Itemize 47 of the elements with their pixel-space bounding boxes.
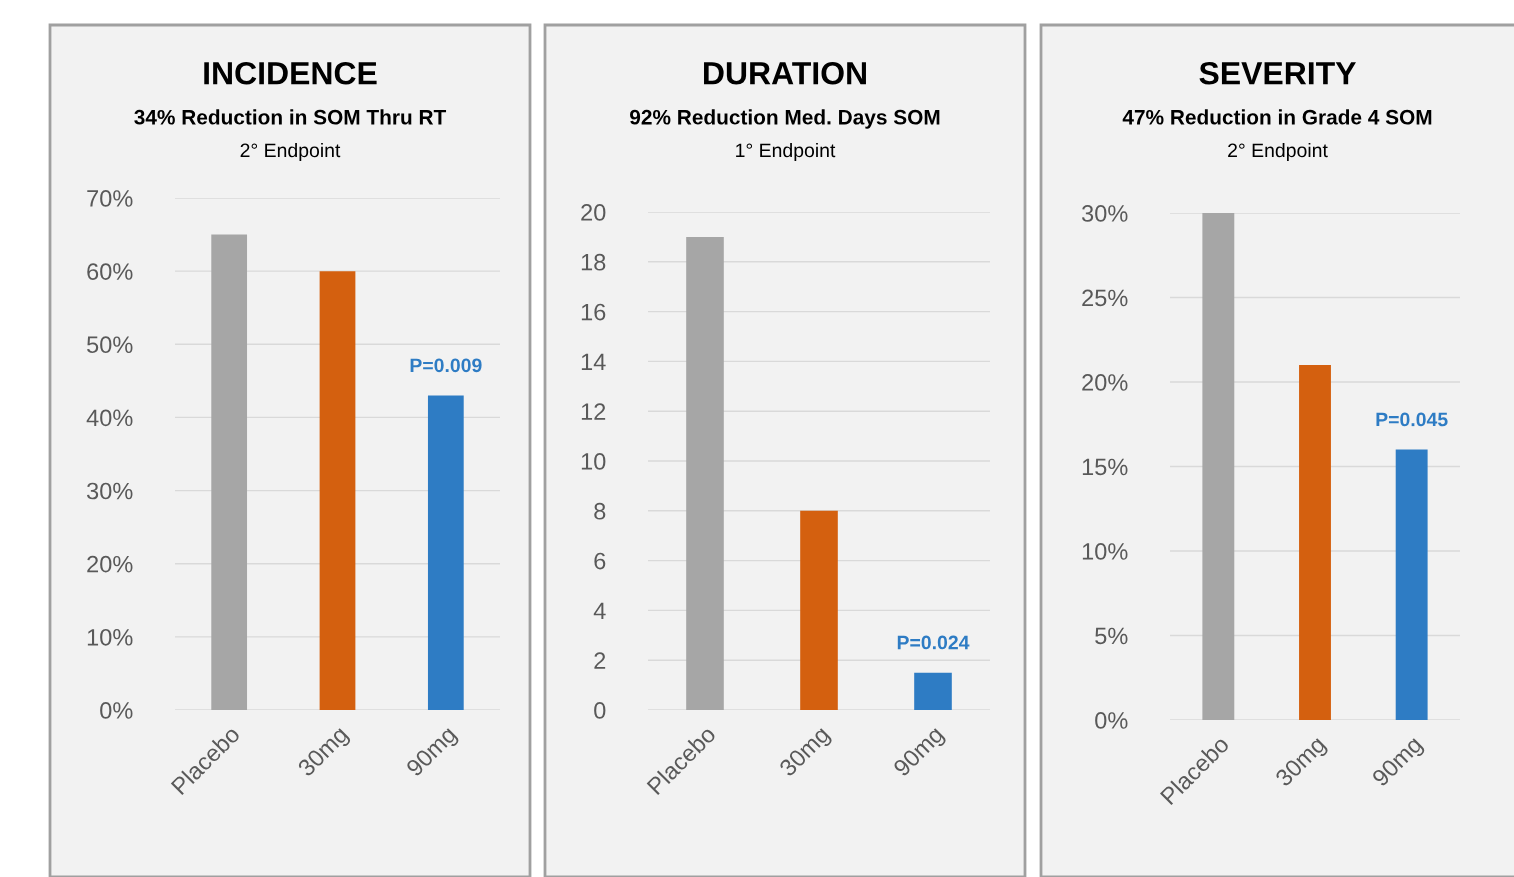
y-tick-label: 10	[581, 453, 606, 470]
annotation: P=0.045	[1376, 412, 1448, 427]
y-tick-label: 8	[594, 502, 606, 520]
y-tick-label: 20%	[1082, 374, 1128, 391]
y-tick-label: 60%	[87, 263, 133, 280]
bar	[686, 236, 724, 710]
y-tick-label: 30%	[1081, 205, 1128, 222]
y-tick-label: 0%	[1095, 712, 1128, 729]
chart-title: SEVERITY	[1199, 61, 1356, 85]
bar	[319, 271, 356, 710]
y-tick-label: 14	[581, 353, 606, 370]
chart-subtitle: 92% Reduction Med. Days SOM	[630, 109, 940, 129]
y-tick-label: 70%	[87, 190, 133, 207]
y-tick-label: 50%	[87, 336, 133, 354]
bar	[427, 395, 464, 710]
bar	[800, 510, 838, 710]
chart-title: DURATION	[704, 61, 866, 85]
chart-subtitle: 47% Reduction in Grade 4 SOM	[1122, 109, 1432, 125]
y-tick-label: 5%	[1095, 627, 1128, 645]
y-tick-label: 20%	[87, 555, 133, 573]
y-tick-label: 0%	[100, 702, 133, 719]
y-tick-label: 25%	[1082, 289, 1128, 307]
y-tick-label: 18	[581, 253, 606, 271]
y-tick-label: 15%	[1082, 458, 1128, 476]
y-tick-label: 30%	[86, 482, 133, 500]
y-tick-label: 2	[594, 652, 606, 669]
chart-subtitle: 34% Reduction in SOM Thru RT	[134, 109, 447, 125]
text: 2° Endpoint	[1228, 142, 1328, 162]
y-tick-label: 10%	[1082, 543, 1128, 560]
bar	[1299, 365, 1331, 720]
y-tick-label: 12	[581, 403, 606, 420]
y-tick-label: 0	[594, 702, 606, 719]
y-tick-label: 40%	[86, 409, 133, 427]
text: 2° Endpoint	[240, 142, 341, 162]
y-tick-label: 20	[581, 204, 606, 221]
bar	[914, 672, 952, 710]
bar	[1202, 213, 1235, 720]
bar	[1395, 449, 1428, 720]
y-tick-label: 10%	[87, 628, 133, 646]
annotation: P=0.024	[897, 635, 970, 650]
annotation: P=0.009	[410, 358, 482, 373]
text: 1° Endpoint	[736, 142, 836, 162]
bar	[211, 234, 248, 710]
y-tick-label: 6	[594, 552, 606, 570]
y-tick-label: 16	[581, 303, 606, 321]
chart-title: INCIDENCE	[204, 61, 377, 85]
y-tick-label: 4	[593, 602, 606, 619]
